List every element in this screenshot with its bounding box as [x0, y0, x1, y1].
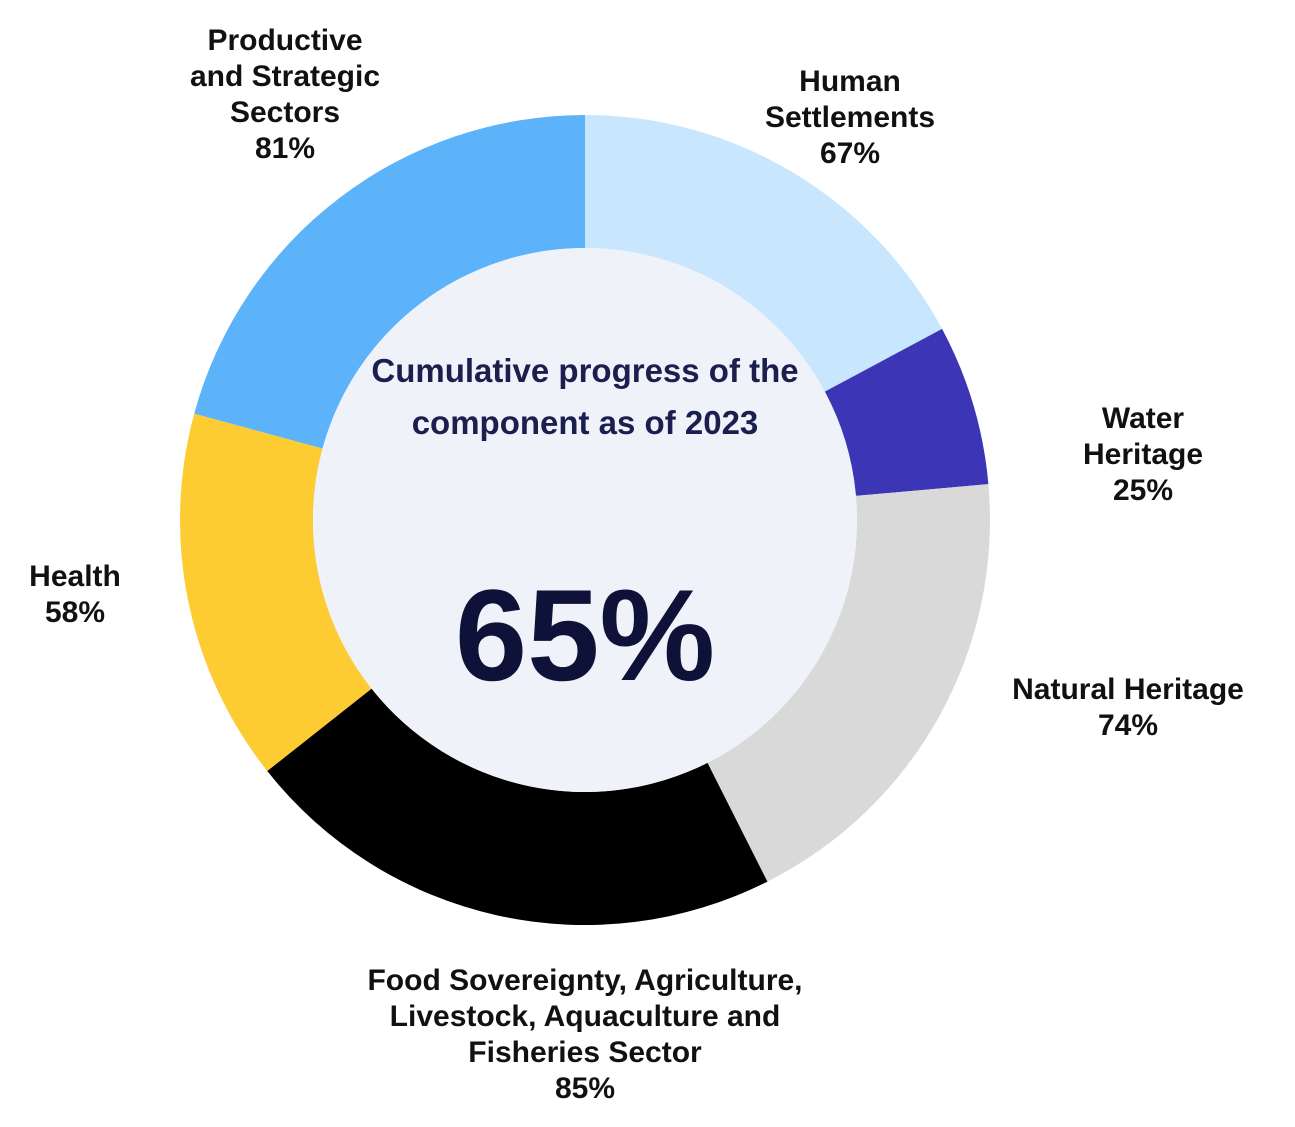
donut-segment — [194, 115, 585, 449]
segment-label: Productive and Strategic Sectors 81% — [185, 23, 385, 167]
center-text: Cumulative progress of the component as … — [371, 352, 799, 441]
category-label: Human Settlements — [764, 65, 936, 134]
donut-segment — [267, 688, 768, 926]
segment-label: Health 58% — [0, 559, 150, 631]
value-label: 25% — [1112, 474, 1174, 507]
segment-label: Human Settlements 67% — [720, 64, 980, 172]
value-label: 67% — [819, 137, 881, 170]
donut-segment — [824, 328, 989, 496]
category-label: Productive and Strategic Sectors — [189, 24, 381, 129]
category-label: Water Heritage — [1082, 402, 1204, 471]
value-label: 74% — [1097, 709, 1159, 742]
value-label: 58% — [44, 596, 106, 629]
value-label: 81% — [254, 132, 316, 165]
center-value: 65% — [454, 562, 716, 708]
segment-label: Water Heritage 25% — [1043, 401, 1243, 509]
category-label: Natural Heritage — [1012, 673, 1244, 706]
value-label: 85% — [554, 1072, 616, 1105]
category-label: Health — [29, 560, 121, 593]
donut-hole — [313, 248, 857, 792]
donut-segment — [180, 413, 372, 772]
segment-label: Natural Heritage 74% — [968, 672, 1288, 744]
donut-segment — [585, 115, 943, 392]
category-label: Food Sovereignty, Agriculture, Livestock… — [367, 964, 803, 1069]
donut-segment — [707, 484, 990, 882]
segment-label: Food Sovereignty, Agriculture, Livestock… — [345, 963, 825, 1107]
